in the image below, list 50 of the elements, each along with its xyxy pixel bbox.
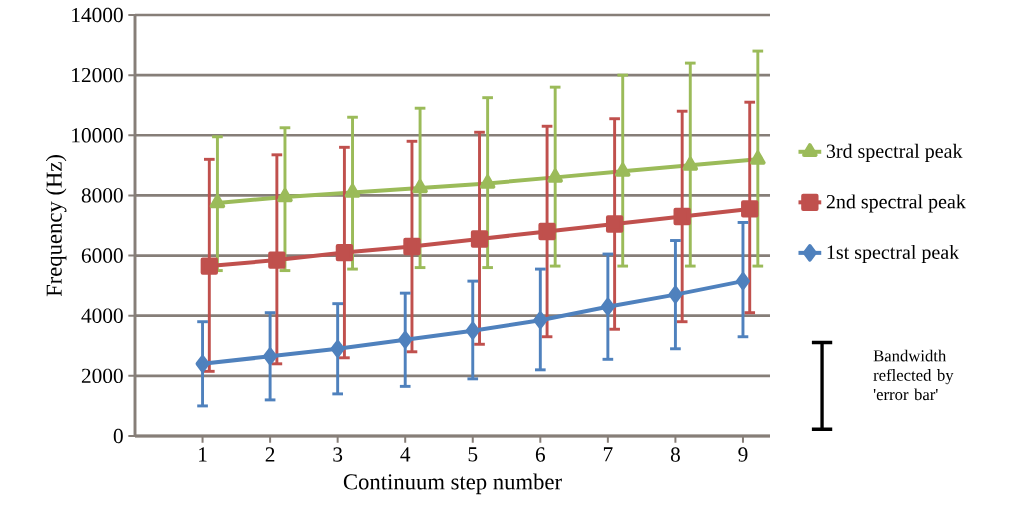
- x-tick-label: 8: [670, 447, 680, 462]
- x-tick-label: 9: [738, 447, 748, 462]
- point: [533, 311, 548, 329]
- point: [668, 285, 683, 304]
- point: [682, 156, 699, 171]
- point: [547, 168, 563, 183]
- point: [750, 150, 766, 165]
- point: [398, 331, 413, 349]
- point: [195, 355, 210, 373]
- y-tick-label: 2000: [81, 368, 123, 384]
- legend-label: 3rd spectral peak: [826, 143, 963, 162]
- x-axis-title: Continuum step number: [343, 473, 562, 495]
- point: [673, 207, 691, 226]
- text: Bandwidth reflected by 'error bar': [873, 349, 954, 401]
- point: [263, 347, 278, 365]
- x-tick-label: 4: [400, 447, 411, 462]
- point: [200, 257, 218, 275]
- point: [735, 272, 750, 290]
- x-tick-label: 6: [535, 447, 546, 462]
- point: [412, 179, 428, 194]
- point: [470, 230, 489, 248]
- point: [403, 237, 421, 256]
- y-tick-label: 8000: [81, 188, 123, 203]
- point: [330, 340, 345, 358]
- point: [335, 243, 354, 262]
- y-tick-label: 12000: [72, 67, 123, 83]
- legend-label: 2nd spectral peak: [826, 194, 966, 213]
- x-tick-label: 3: [333, 447, 343, 462]
- y-tick-label: 10000: [72, 128, 123, 143]
- x-tick-label: 5: [468, 447, 478, 462]
- y-tick-label: 14000: [72, 7, 123, 23]
- x-tick-label: 7: [603, 447, 613, 462]
- y-tick-label: 0: [113, 428, 123, 444]
- point: [614, 162, 631, 177]
- point: [538, 222, 556, 241]
- point: [209, 194, 226, 209]
- y-tick-label: 6000: [81, 248, 123, 263]
- point: [277, 188, 293, 203]
- point: [600, 298, 615, 316]
- point: [479, 174, 496, 189]
- point: [268, 251, 286, 269]
- point: [465, 322, 480, 340]
- x-tick-label: 1: [199, 447, 207, 462]
- y-axis-title: Frequency (Hz): [45, 155, 67, 297]
- point: [741, 200, 759, 218]
- point: [605, 215, 624, 233]
- x-tick-label: 2: [265, 447, 275, 462]
- legend-label: 1st spectral peak: [827, 244, 960, 264]
- point: [344, 183, 361, 198]
- y-tick-label: 4000: [81, 308, 123, 323]
